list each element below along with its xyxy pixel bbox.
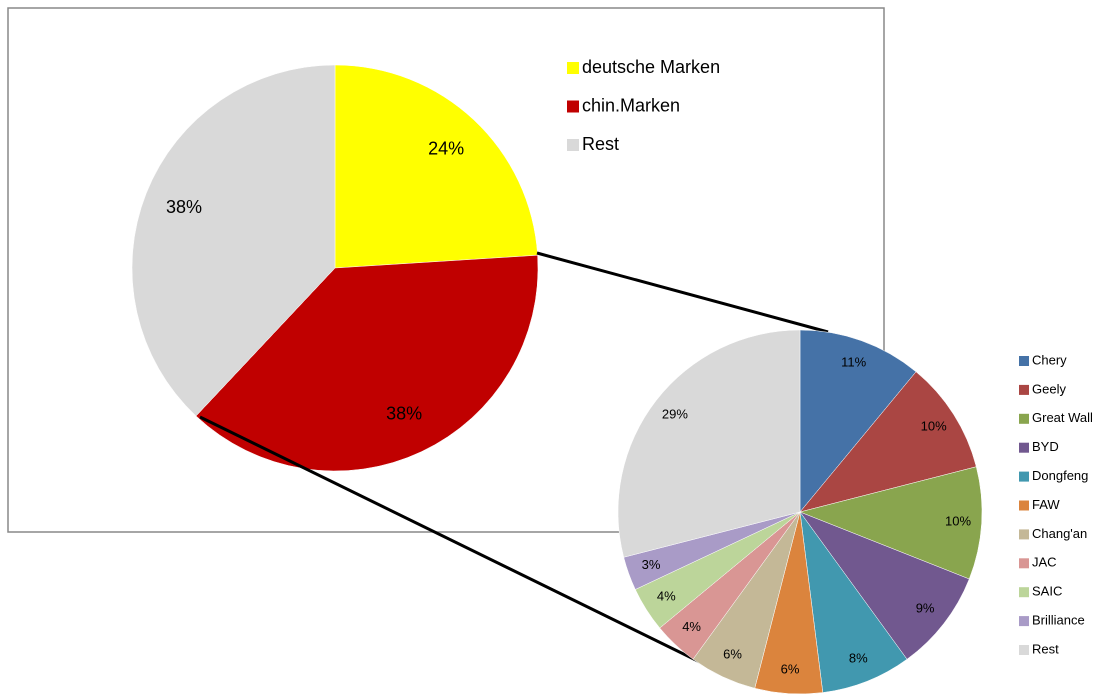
data-label: 10% [921, 419, 947, 434]
legend-swatch [1019, 529, 1029, 540]
connector-line [536, 251, 829, 334]
legend-swatch [567, 139, 579, 151]
legend-label: Rest [582, 134, 619, 154]
data-label: 38% [386, 404, 422, 424]
legend-swatch [1019, 645, 1029, 655]
pie-slice [131, 64, 336, 417]
legend-label: SAIC [1032, 584, 1062, 599]
data-label: 4% [682, 619, 701, 634]
legend-label: deutsche Marken [582, 57, 720, 77]
legend-swatch [567, 100, 579, 113]
legend-swatch [1019, 558, 1029, 569]
legend-swatch [1019, 616, 1029, 627]
data-label: 10% [945, 513, 971, 528]
legend-label: Rest [1032, 641, 1059, 656]
connector-line [199, 415, 707, 667]
data-label: 8% [849, 651, 868, 666]
data-label: 9% [916, 600, 935, 615]
legend-swatch [1019, 413, 1029, 424]
pie-slice [799, 371, 977, 513]
data-label: 6% [723, 647, 742, 662]
data-label: 38% [166, 197, 202, 217]
legend-swatch [1019, 356, 1029, 366]
legend-label: JAC [1032, 555, 1057, 570]
legend-label: Geely [1032, 381, 1066, 396]
pie-slice [195, 254, 539, 472]
pie-slice [799, 329, 917, 513]
detail-pie: 11% 10% 10% 9% 8% 6% 6% 4% 4% 3% 29% Chery Geely Grea… [617, 329, 1093, 695]
data-label: 3% [642, 557, 661, 572]
pie-slice [617, 329, 801, 558]
main-pie: 24% 38% 38% deutsche Marken chin.Marken Rest [131, 57, 720, 472]
pie-slice [334, 64, 538, 269]
data-label: 24% [428, 138, 464, 158]
legend-swatch [1019, 442, 1029, 453]
connectors [199, 251, 829, 667]
data-label: 6% [781, 661, 800, 676]
legend-label: Great Wall [1032, 410, 1093, 425]
pie-slice [799, 466, 983, 580]
legend-label: chin.Marken [582, 95, 680, 115]
data-label: 4% [657, 588, 676, 603]
legend-label: BYD [1032, 439, 1059, 454]
data-label: 11% [841, 354, 866, 369]
legend-swatch [1019, 471, 1029, 482]
pie-slice [799, 511, 970, 660]
pie-slice [799, 511, 908, 693]
legend-label: Brilliance [1032, 613, 1085, 628]
legend-swatch [1019, 384, 1029, 395]
legend-label: Chang'an [1032, 526, 1087, 541]
legend-label: Chery [1032, 352, 1067, 367]
legend-label: FAW [1032, 497, 1060, 512]
legend-swatch [1019, 500, 1029, 511]
legend-swatch [1019, 587, 1029, 598]
data-label: 29% [662, 406, 688, 421]
legend-label: Dongfeng [1032, 468, 1088, 483]
legend-swatch [567, 62, 579, 74]
